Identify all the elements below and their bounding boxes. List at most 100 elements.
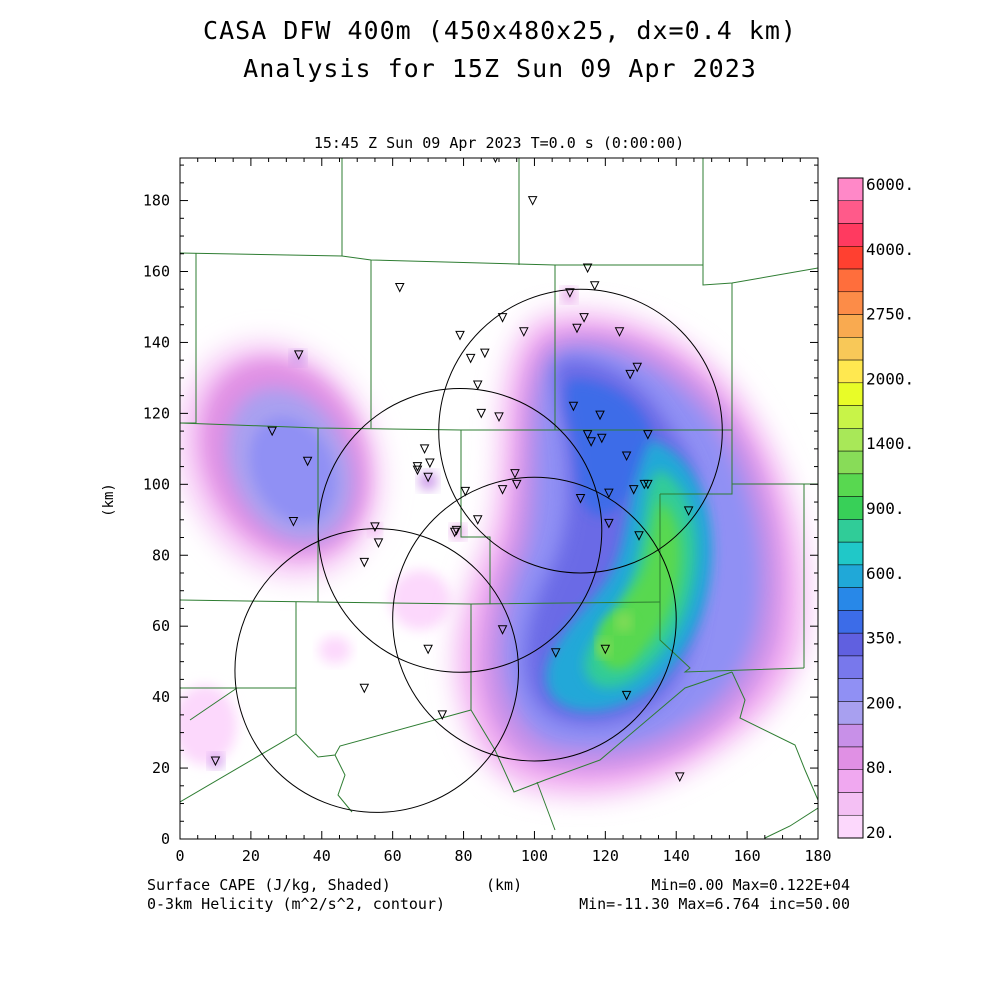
station-marker-icon	[267, 426, 277, 437]
county-boundaries	[180, 158, 818, 839]
station-marker-icon	[589, 281, 600, 291]
cape-west-blob	[180, 344, 380, 576]
station-marker-icon	[604, 488, 614, 499]
station-marker-icon	[550, 648, 561, 658]
station-marker-icon	[621, 690, 632, 701]
station-marker-icon	[674, 772, 685, 783]
station-marker-icon	[625, 369, 635, 380]
footer-center-units: (km)	[486, 876, 523, 894]
colorbar-label: 80.	[866, 758, 895, 777]
station-marker-icon	[302, 456, 313, 467]
station-marker-icon	[519, 327, 529, 337]
station-marker-icon	[288, 517, 299, 527]
y-tick-label: 100	[143, 475, 170, 493]
radar-range-circle	[234, 528, 519, 813]
radar-range-circle	[438, 288, 723, 574]
x-tick-label: 100	[521, 847, 548, 865]
station-marker-icon	[423, 644, 433, 655]
station-marker-icon	[579, 313, 589, 323]
station-marker-icon	[472, 380, 483, 391]
radar-range-circle	[317, 388, 603, 673]
colorbar-swatch	[837, 405, 864, 429]
colorbar-swatch	[837, 769, 864, 793]
footer-left-line-2: 0-3km Helicity (m^2/s^2, contour)	[147, 895, 446, 913]
colorbar-swatch	[837, 632, 864, 657]
station-marker-icon	[511, 479, 522, 490]
colorbar-swatch	[837, 496, 864, 520]
station-marker-icon	[582, 263, 593, 274]
station-marker-icon	[614, 327, 625, 337]
x-tick-label: 40	[313, 847, 331, 865]
colorbar-swatch	[837, 473, 864, 497]
colorbar-swatch	[837, 382, 864, 406]
station-marker-icon	[359, 557, 370, 568]
station-marker-icon	[494, 412, 504, 423]
colorbar-swatch	[837, 678, 864, 702]
station-marker-icon	[527, 196, 538, 206]
station-marker-icon	[293, 350, 304, 360]
y-tick-label: 180	[143, 192, 170, 210]
radar-range-circles	[234, 288, 723, 813]
colorbar-swatch	[837, 314, 864, 338]
colorbar-label: 900.	[866, 499, 905, 518]
plot-subtitle: 15:45 Z Sun 09 Apr 2023 T=0.0 s (0:00:00…	[313, 134, 685, 152]
colorbar-swatch	[837, 541, 864, 566]
colorbar-swatch	[837, 746, 864, 770]
y-tick-label: 160	[143, 263, 170, 281]
station-marker-icon	[449, 527, 460, 538]
station-marker-icon	[510, 469, 520, 479]
station-marker-icon	[683, 506, 694, 517]
title-line-1: CASA DFW 400m (450x480x25, dx=0.4 km)	[203, 16, 797, 45]
plot-frame	[179, 157, 819, 840]
station-markers	[210, 158, 694, 783]
x-axis: 0 20 40 60 80 100 120 140 160 180	[175, 158, 832, 865]
station-marker-icon	[497, 485, 508, 495]
station-marker-icon	[632, 362, 643, 373]
station-marker-icon	[460, 486, 471, 497]
colorbar-swatch	[837, 223, 864, 247]
x-tick-label: 80	[455, 847, 473, 865]
station-marker-icon	[419, 444, 430, 454]
colorbar-swatch	[837, 291, 864, 315]
colorbar-swatch	[837, 564, 864, 588]
station-marker-icon	[476, 408, 487, 419]
station-marker-icon	[480, 348, 490, 359]
colorbar-label: 6000.	[866, 175, 914, 194]
colorbar-label: 2000.	[866, 369, 914, 388]
x-tick-label: 140	[663, 847, 690, 865]
station-marker-icon	[359, 683, 370, 694]
y-axis-label: (km)	[101, 483, 117, 517]
station-marker-icon	[639, 479, 650, 490]
cape-small-blob	[319, 636, 351, 664]
footer-right-line-2: Min=-11.30 Max=6.764 inc=50.00	[579, 895, 850, 913]
colorbar-frame	[837, 177, 864, 839]
colorbar-swatch	[837, 519, 864, 543]
station-marker-icon	[634, 531, 644, 541]
station-marker-icon	[370, 522, 380, 532]
colorbar-swatch	[837, 337, 864, 361]
colorbar-swatch	[837, 723, 864, 748]
station-marker-icon	[596, 433, 607, 444]
station-marker-icon	[643, 479, 653, 490]
station-marker-icon	[643, 430, 653, 440]
colorbar-swatch	[837, 450, 864, 475]
station-marker-icon	[394, 282, 405, 293]
y-tick-label: 140	[143, 333, 170, 351]
y-tick-label: 80	[152, 546, 170, 564]
y-axis: 0 20 40 60 80 100 120 140 160 180	[143, 164, 818, 848]
colorbar-label: 600.	[866, 564, 905, 583]
x-tick-label: 180	[804, 847, 831, 865]
station-marker-icon	[628, 485, 639, 495]
y-tick-label: 40	[152, 688, 170, 706]
station-marker-icon	[472, 515, 483, 525]
station-marker-icon	[572, 323, 582, 334]
colorbar-swatch	[837, 655, 864, 679]
x-tick-label: 120	[592, 847, 619, 865]
station-marker-icon	[492, 158, 499, 164]
colorbar-swatch	[837, 428, 864, 452]
station-marker-icon	[595, 410, 605, 421]
y-tick-label: 0	[161, 830, 170, 848]
x-tick-label: 0	[175, 847, 184, 865]
colorbar-label: 200.	[866, 693, 905, 712]
colorbar-swatch	[837, 587, 864, 611]
